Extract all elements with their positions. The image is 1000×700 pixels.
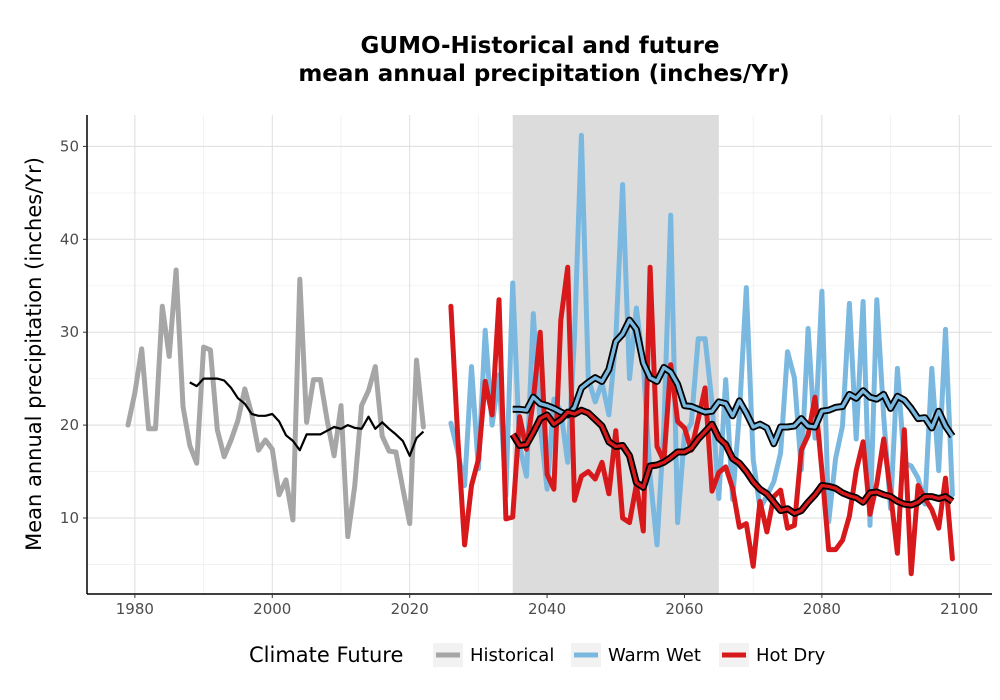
historical-smoothed-line	[189, 377, 425, 457]
y-tick-label: 20	[60, 416, 79, 434]
legend-item-warm-wet: Warm Wet	[571, 643, 701, 667]
warm-wet-smoothed-line	[512, 318, 954, 446]
legend: Climate Future Historical Warm Wet Hot Dry	[249, 643, 826, 667]
x-tick-label: 2000	[253, 600, 291, 618]
chart-title-line-2: mean annual precipitation (inches/Yr)	[298, 61, 789, 87]
historical-series-line	[125, 267, 426, 540]
x-tick-label: 2080	[803, 600, 841, 618]
y-tick-label: 10	[60, 509, 79, 527]
chart-title-line-1: GUMO-Historical and future	[361, 33, 720, 59]
legend-label: Warm Wet	[608, 645, 701, 666]
y-tick-label: 50	[60, 137, 79, 155]
hot-dry-series-line	[448, 264, 955, 577]
x-tick-label: 2020	[391, 600, 429, 618]
series-lines	[125, 132, 956, 577]
tick-labels: 1980 2000 2020 2040 2060 2080 2100 10 20 30 40 50	[60, 137, 978, 618]
x-tick-label: 2040	[528, 600, 566, 618]
legend-label: Hot Dry	[756, 645, 826, 666]
x-tick-label: 2060	[665, 600, 703, 618]
legend-label: Historical	[470, 645, 554, 666]
y-axis-label: Mean annual precipitation (inches/Yr)	[22, 157, 46, 551]
legend-item-historical: Historical	[433, 643, 554, 667]
y-tick-label: 40	[60, 230, 79, 248]
y-tick-label: 30	[60, 323, 79, 341]
x-tick-label: 2100	[940, 600, 978, 618]
axes	[86, 115, 992, 595]
legend-title: Climate Future	[249, 643, 403, 667]
hot-dry-smoothed-line	[511, 408, 954, 516]
legend-item-hot-dry: Hot Dry	[719, 643, 826, 667]
x-tick-label: 1980	[116, 600, 154, 618]
